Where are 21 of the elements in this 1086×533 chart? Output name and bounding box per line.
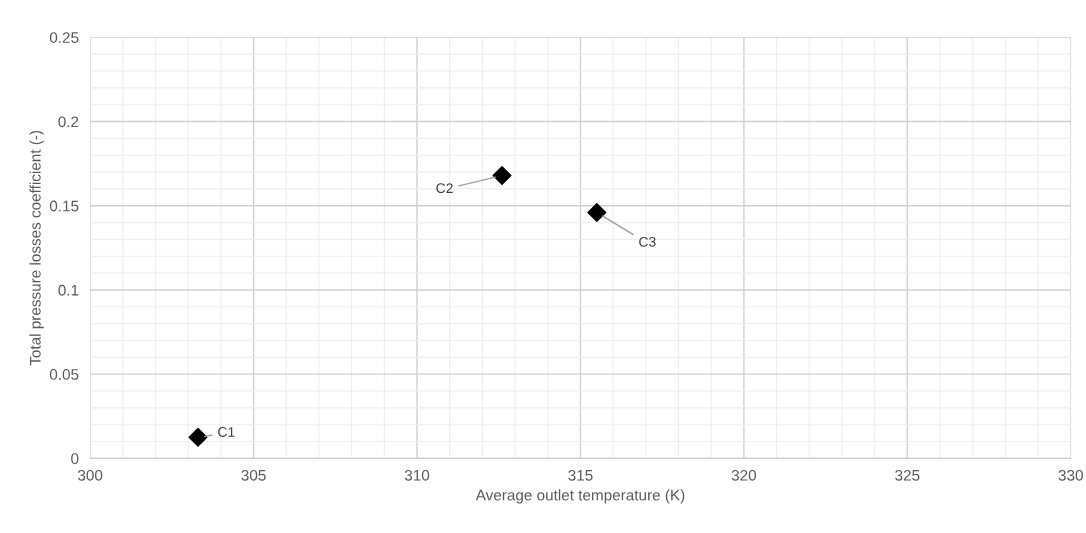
x-tick-label: 300 bbox=[77, 469, 103, 481]
y-tick-label: 0.2 bbox=[58, 116, 79, 128]
x-tick-label: 305 bbox=[241, 469, 266, 481]
x-tick-label: 330 bbox=[1058, 469, 1083, 481]
y-tick-label: 0.05 bbox=[49, 369, 79, 380]
y-tick-label: 0.25 bbox=[49, 32, 79, 43]
y-tick-label: 0.15 bbox=[49, 200, 79, 212]
x-tick-label: 320 bbox=[731, 469, 757, 481]
point bbox=[492, 165, 512, 185]
annotation: C2 bbox=[436, 183, 453, 194]
x-tick-label: 315 bbox=[568, 469, 593, 481]
y-tick-label: 0.1 bbox=[58, 284, 79, 296]
annotation: C3 bbox=[639, 236, 656, 247]
x-tick-label: 325 bbox=[895, 469, 920, 481]
y-tick-label: 0 bbox=[71, 453, 79, 465]
annotation: C1 bbox=[218, 427, 235, 437]
x-axis-title: Average outlet temperature (K) bbox=[475, 489, 685, 504]
y-axis-title: Total pressure losses coefficient (-) bbox=[29, 130, 44, 366]
point bbox=[587, 202, 607, 222]
point bbox=[188, 427, 208, 447]
x-tick-label: 310 bbox=[404, 469, 430, 481]
